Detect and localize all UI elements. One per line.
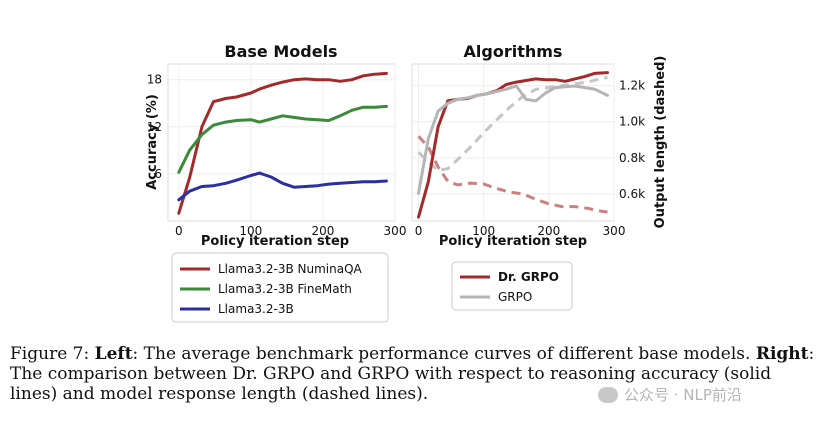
caption-left-bold: Left [94, 344, 133, 364]
right-series [417, 71, 609, 219]
left-series-line-2 [177, 171, 388, 202]
watermark-text: 公众号 · NLP前沿 [624, 386, 742, 404]
right-y-tick-label: 0.8k [619, 151, 645, 165]
wechat-icon [598, 386, 618, 403]
caption-left-text: : The average benchmark performance curv… [132, 344, 751, 364]
watermark: 公众号 · NLP前沿 [598, 384, 742, 405]
left-panel-title: Base Models [224, 42, 337, 61]
left-y-tick-label: 6 [154, 167, 162, 181]
right-series-line-2 [417, 135, 608, 214]
right-panel: Algorithms Policy iteration step Output … [411, 42, 668, 249]
right-y-tick-label: 0.6k [619, 187, 645, 201]
right-y-axis-label: Output length (dashed) [653, 56, 668, 229]
right-legend: Dr. GRPO GRPO [451, 261, 573, 311]
left-y-tick-label: 18 [147, 73, 162, 87]
left-grid [168, 64, 396, 221]
left-y-ticks: 6 12 18 [147, 73, 162, 181]
figure-caption: Figure 7: Left: The average benchmark pe… [10, 344, 816, 404]
left-series-line-1 [177, 104, 388, 174]
legend-label-grpo: GRPO [498, 290, 532, 304]
figure-chart: Base Models Policy iteration step Accura… [145, 42, 668, 323]
left-x-axis-label: Policy iteration step [201, 234, 349, 249]
left-y-axis-label: Accuracy (%) [145, 94, 160, 190]
legend-label-dr-grpo: Dr. GRPO [498, 270, 559, 284]
legend-label-finemath: Llama3.2-3B FineMath [218, 282, 352, 296]
right-x-tick-label: 300 [603, 224, 626, 238]
left-plot-area [167, 63, 396, 222]
caption-right-bold: Right [755, 344, 809, 364]
right-y-ticks: 0.6k 0.8k 1.0k 1.2k [619, 79, 645, 201]
right-x-ticks: 0 100 200 300 [415, 224, 626, 238]
left-y-tick-label: 12 [147, 120, 162, 134]
left-x-tick-label: 0 [175, 224, 183, 238]
left-x-tick-label: 300 [384, 224, 407, 238]
left-x-tick-label: 100 [239, 224, 262, 238]
left-series-line-0 [177, 71, 388, 215]
left-x-tick-label: 200 [311, 224, 334, 238]
right-series-line-3 [417, 76, 608, 172]
legend-label-llama: Llama3.2-3B [218, 302, 294, 316]
legend-label-numinaqa: Llama3.2-3B NuminaQA [218, 262, 363, 276]
right-panel-title: Algorithms [464, 42, 563, 61]
left-legend: Llama3.2-3B NuminaQA Llama3.2-3B FineMat… [171, 252, 389, 323]
left-series [177, 71, 388, 215]
left-legend-box [171, 252, 389, 323]
caption-label: Figure 7: [10, 344, 90, 364]
right-x-tick-label: 0 [415, 224, 423, 238]
left-panel: Base Models Policy iteration step Accura… [145, 42, 406, 249]
right-x-axis-label: Policy iteration step [439, 234, 587, 249]
right-plot-area [411, 63, 615, 222]
right-y-tick-label: 1.2k [619, 79, 645, 93]
right-x-tick-label: 100 [472, 224, 495, 238]
right-series-line-0 [417, 71, 609, 219]
left-x-ticks: 0 100 200 300 [175, 224, 406, 238]
caption-right-text: : The comparison between Dr. GRPO and GR… [10, 344, 815, 404]
right-y-tick-label: 1.0k [619, 115, 645, 129]
right-series-line-1 [417, 84, 609, 195]
right-x-tick-label: 200 [537, 224, 560, 238]
